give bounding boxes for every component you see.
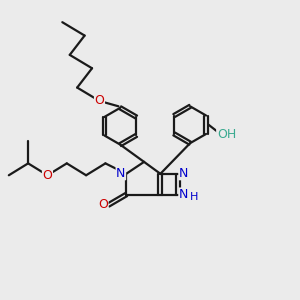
Text: H: H [190, 192, 198, 202]
Text: N: N [116, 167, 126, 180]
Text: O: O [43, 169, 52, 182]
Text: O: O [98, 199, 108, 212]
Text: O: O [94, 94, 104, 107]
Text: N: N [179, 167, 188, 180]
Text: OH: OH [217, 128, 236, 141]
Text: N: N [179, 188, 188, 201]
